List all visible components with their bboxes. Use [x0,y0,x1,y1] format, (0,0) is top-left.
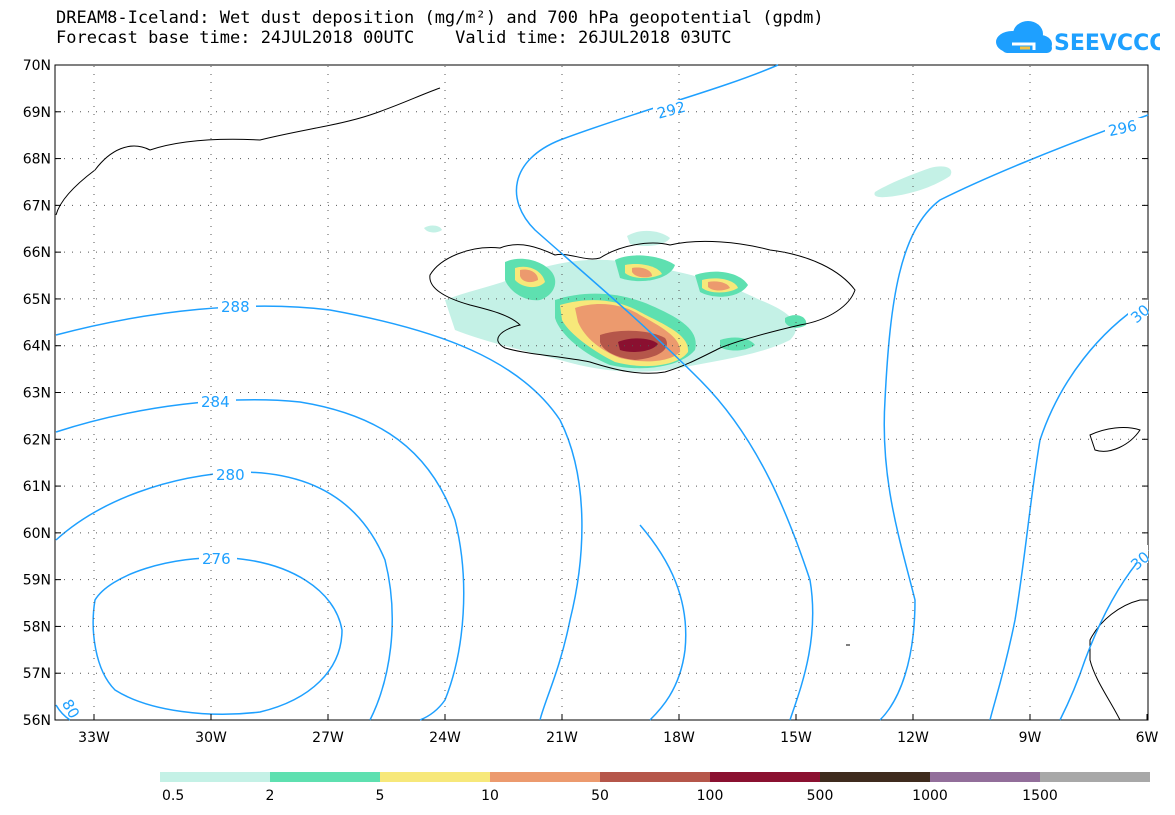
chart-title: DREAM8-Iceland: Wet dust deposition (mg/… [56,8,824,28]
lat-label: 58N [23,619,51,635]
legend-label: 1000 [912,788,948,804]
contour-300b [1059,549,1149,721]
contour-288-east [639,524,687,721]
legend-label: 0.5 [162,788,184,804]
contour-label-280: 280 [216,466,245,484]
legend-color-box [710,772,821,782]
contour-label-276: 276 [202,550,231,568]
greenland-coastline [55,87,441,216]
legend-label: 10 [481,788,499,804]
lat-label: 63N [23,386,51,402]
cloud-icon [996,21,1052,53]
graticule [55,64,1148,721]
lat-label: 59N [23,573,51,589]
deposition-light [627,230,670,246]
lon-label: 21W [546,730,578,746]
contour-280-sw [55,704,71,721]
lat-label: 66N [23,245,51,261]
longitude-labels: 33W 30W 27W 24W 21W 18W 15W 12W 9W 6W [78,730,1158,746]
lon-label: 30W [195,730,227,746]
legend-color-bar [160,772,1150,782]
deposition-light [874,166,952,198]
deposition-dark [618,338,658,352]
lat-label: 61N [23,479,51,495]
lat-label: 62N [23,432,51,448]
legend-color-box [1040,772,1150,782]
legend-label: 1500 [1022,788,1058,804]
lat-label: 68N [23,152,51,168]
seevccc-logo: SEEVCCC [996,21,1160,56]
contour-label-284: 284 [201,393,230,411]
lon-label: 33W [78,730,110,746]
logo-text: SEEVCCC [1054,31,1160,56]
lat-label: 56N [23,713,51,729]
legend-label: 500 [807,788,834,804]
contour-label-288: 288 [221,298,250,316]
legend-labels: 0.5 2 5 10 50 100 500 1000 1500 [162,788,1058,804]
deposition-green [720,337,755,351]
legend-color-box [490,772,601,782]
chart-subtitle: Forecast base time: 24JUL2018 00UTC Vali… [56,28,732,48]
lon-label: 18W [663,730,695,746]
legend-color-box [820,772,931,782]
lon-label: 15W [780,730,812,746]
iceland-coastline [429,240,856,374]
contour-280 [55,471,393,721]
lat-label: 65N [23,292,51,308]
lon-label: 12W [897,730,929,746]
contour-label-296: 296 [1107,117,1139,141]
deposition-field [424,166,952,372]
legend-label: 5 [376,788,385,804]
lat-label: 60N [23,526,51,542]
legend-color-box [270,772,381,782]
map-frame [54,64,1149,721]
deposition-orange [520,269,538,283]
contour-300a [989,299,1149,721]
lon-label: 27W [312,730,344,746]
deposition-orange [632,267,652,278]
lat-label: 70N [23,58,51,74]
contour-296 [879,114,1149,721]
deposition-orange [708,281,730,291]
legend-color-box [600,772,711,782]
lon-label: 24W [429,730,461,746]
contour-292 [515,64,814,721]
legend-color-box [930,772,1041,782]
legend-label: 100 [697,788,724,804]
latitude-labels: 70N 69N 68N 67N 66N 65N 64N 63N 62N 61N 60N 59N 58N 5… [23,58,51,729]
lat-label: 67N [23,198,51,214]
faroe-coastline [1089,427,1141,452]
lon-label: 6W [1136,730,1159,746]
lat-label: 57N [23,666,51,682]
lon-label: 9W [1019,730,1042,746]
color-legend: 0.5 2 5 10 50 100 500 1000 1500 [160,772,1150,804]
deposition-light [424,225,442,233]
dust-deposition-map: 292 296 288 284 280 276 30 30 80 70N69N6… [23,58,1159,746]
legend-label: 50 [591,788,609,804]
legend-color-box [380,772,491,782]
legend-color-box [160,772,271,782]
legend-label: 2 [266,788,275,804]
lat-label: 64N [23,339,51,355]
lat-label: 69N [23,105,51,121]
